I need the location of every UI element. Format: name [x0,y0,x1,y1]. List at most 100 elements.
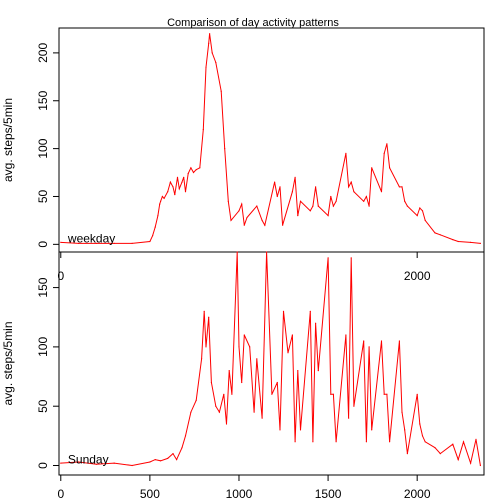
data-point [421,435,424,437]
data-point [190,411,192,413]
data-point [332,393,334,395]
data-point [368,346,370,348]
data-point [220,90,222,92]
data-point [416,215,418,217]
panel-label: Sunday [68,453,109,467]
data-point [223,393,225,395]
data-point [154,459,156,461]
data-point [315,186,317,188]
y-tick-label: 100 [36,138,50,158]
data-point [192,171,195,174]
data-point [211,52,213,54]
data-point [261,219,263,221]
data-point [434,232,436,234]
data-point [266,251,268,253]
data-point [386,393,388,395]
data-point [389,167,391,169]
data-point [380,191,383,193]
data-point [215,61,217,64]
data-point [406,205,408,207]
data-point [470,241,472,243]
data-point [439,453,441,455]
data-point [365,195,367,198]
data-point [201,358,203,360]
data-point [299,200,302,202]
data-point [271,393,273,395]
data-point [309,310,311,312]
data-point [113,242,115,244]
data-point [202,128,204,131]
data-point [172,453,174,455]
data-point [350,257,352,259]
data-point [330,195,332,198]
data-point [224,148,226,150]
data-point [149,461,151,463]
data-point [383,152,385,154]
data-point [294,176,296,178]
x-tick-label: 500 [140,487,160,501]
data-point [332,205,334,207]
chart-title: Comparison of day activity patterns [167,17,339,29]
y-tick-label: 0 [36,462,50,469]
data-point [113,462,115,464]
data-point [291,334,293,336]
data-point [276,195,278,198]
data-point [419,207,421,209]
data-point [297,215,299,217]
data-point [149,240,151,243]
data-point [181,447,183,449]
data-point [78,242,80,244]
data-point [279,429,281,431]
data-point [236,251,238,253]
data-point [380,340,383,342]
data-point [371,429,373,431]
data-point [195,169,197,171]
y-axis-label: avg. steps/5min [1,98,15,182]
data-point [345,152,347,154]
data-point [457,240,459,243]
data-point [312,205,314,207]
data-point [452,239,454,241]
data-point [253,411,255,413]
data-point [353,191,355,193]
data-point [434,447,436,449]
data-point [404,429,406,431]
data-point [421,210,424,212]
data-point [401,186,403,188]
data-point [238,346,240,348]
data-point [208,316,210,318]
data-point [241,203,243,205]
data-point [169,181,171,183]
data-point [299,429,302,431]
data-point [330,393,332,395]
data-point [353,405,355,407]
data-point [154,226,156,228]
data-point [312,441,314,443]
data-point [315,322,317,324]
data-point [317,370,319,372]
data-point [335,200,337,202]
data-point [131,464,133,467]
plot-frame [58,251,485,476]
data-point [205,66,207,68]
data-point [95,242,97,244]
data-point [225,423,228,425]
data-point [348,186,350,188]
data-point [386,143,388,145]
data-point [174,194,176,196]
data-point [261,417,263,419]
data-point [218,411,220,413]
data-point [95,463,97,465]
data-point [389,441,391,443]
data-point [209,33,211,35]
data-point [60,241,62,243]
data-point [78,461,80,463]
data-point [131,242,133,244]
y-tick-label: 0 [36,241,50,248]
data-point [294,441,296,443]
data-point [256,358,258,360]
data-point [210,381,212,384]
data-point [309,210,311,212]
data-point [297,370,299,372]
